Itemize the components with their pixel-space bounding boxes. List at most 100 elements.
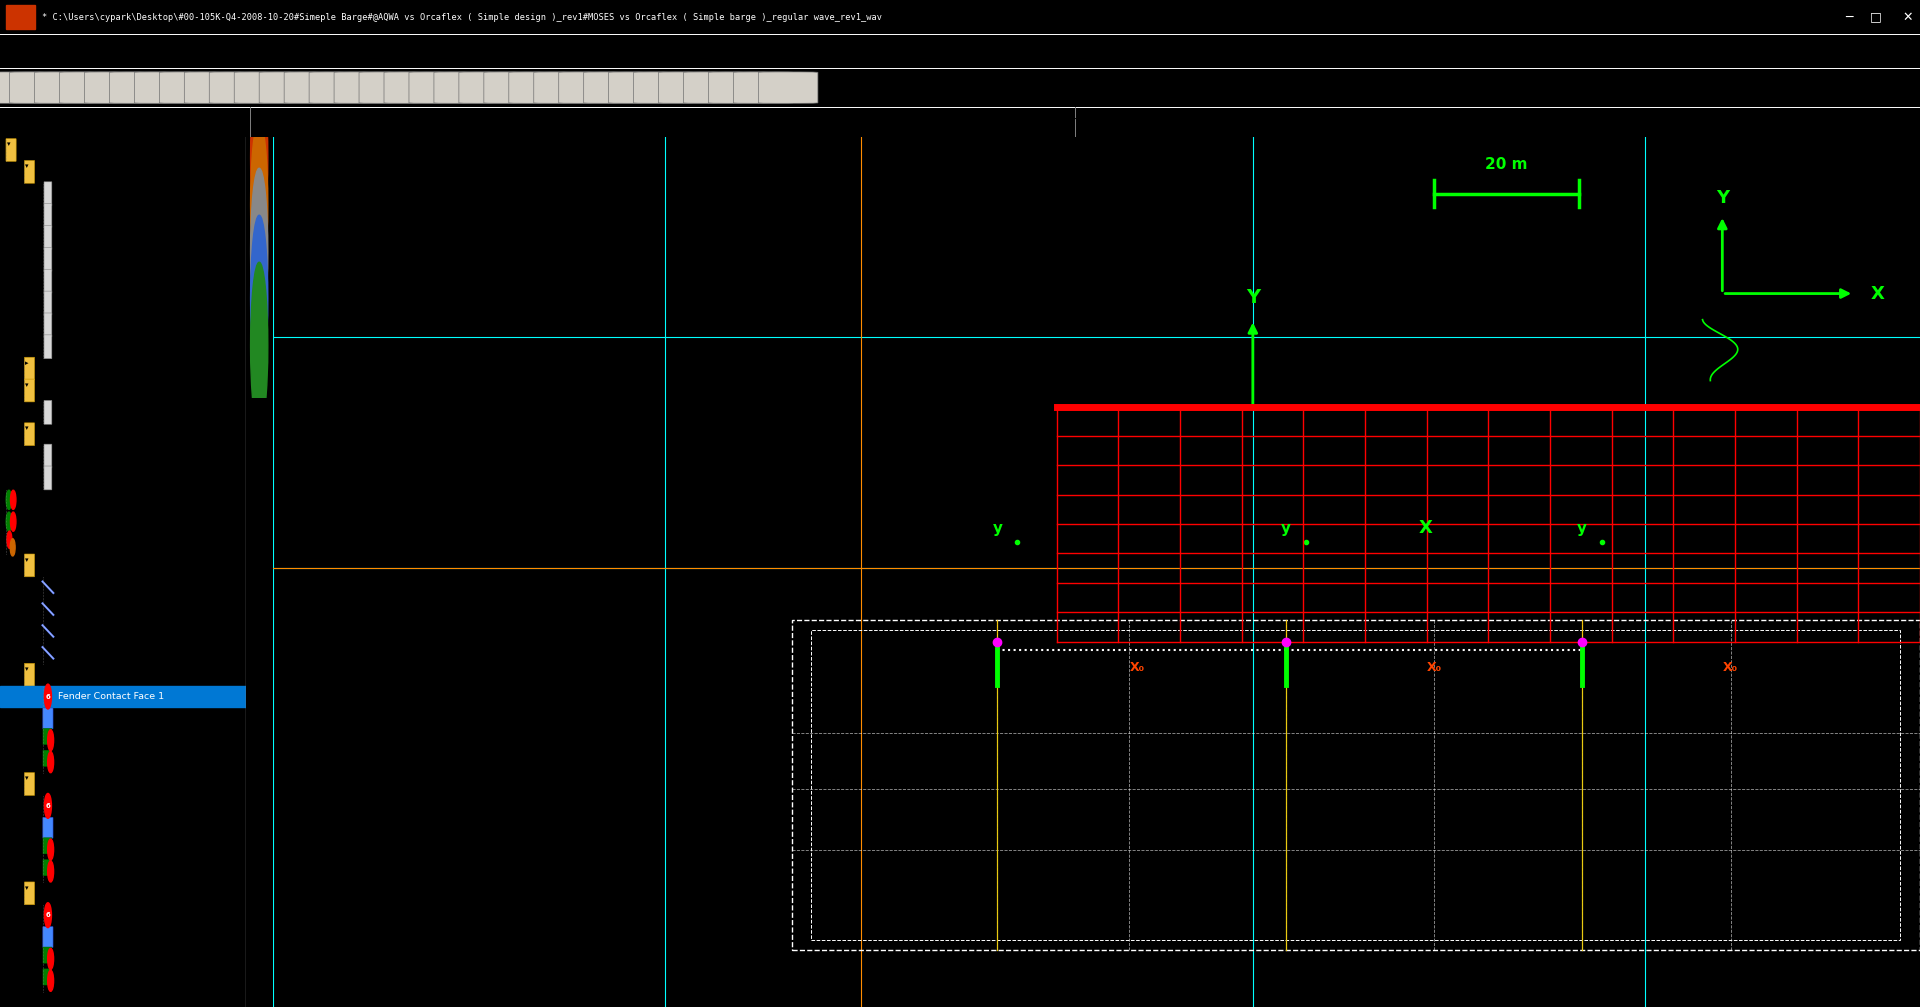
FancyBboxPatch shape bbox=[42, 860, 52, 876]
Text: ▾: ▾ bbox=[6, 141, 10, 147]
FancyBboxPatch shape bbox=[44, 291, 52, 315]
FancyBboxPatch shape bbox=[634, 71, 693, 104]
FancyBboxPatch shape bbox=[25, 882, 35, 904]
Text: Fender Contact Face 1: Fender Contact Face 1 bbox=[58, 692, 163, 701]
Text: Y: Y bbox=[1246, 288, 1260, 306]
Text: X₀: X₀ bbox=[1131, 662, 1144, 674]
FancyBboxPatch shape bbox=[134, 71, 194, 104]
Text: X: X bbox=[1419, 520, 1432, 538]
Text: Vessel Type_Orgin: Vessel Type_Orgin bbox=[58, 408, 144, 417]
Text: Line2: Line2 bbox=[58, 604, 83, 613]
Circle shape bbox=[48, 861, 54, 882]
Text: Help: Help bbox=[1018, 45, 1044, 57]
Text: Window: Window bbox=[925, 45, 972, 57]
FancyBboxPatch shape bbox=[184, 71, 244, 104]
Text: ✕: ✕ bbox=[1903, 11, 1912, 23]
FancyBboxPatch shape bbox=[44, 248, 52, 271]
Text: X₀: X₀ bbox=[1427, 662, 1442, 674]
FancyBboxPatch shape bbox=[0, 71, 44, 104]
Text: Fender2: Fender2 bbox=[38, 779, 79, 788]
Circle shape bbox=[10, 490, 15, 510]
Circle shape bbox=[44, 902, 52, 927]
Circle shape bbox=[10, 539, 15, 556]
FancyBboxPatch shape bbox=[84, 71, 144, 104]
FancyBboxPatch shape bbox=[42, 838, 52, 854]
Text: Fender1: Fender1 bbox=[38, 671, 79, 679]
FancyBboxPatch shape bbox=[758, 71, 818, 104]
Text: 6: 6 bbox=[46, 912, 50, 918]
FancyBboxPatch shape bbox=[733, 71, 793, 104]
Text: VIVA Data: VIVA Data bbox=[58, 298, 106, 307]
Circle shape bbox=[252, 215, 267, 383]
Circle shape bbox=[252, 75, 267, 242]
Text: Fender Constraint 2: Fender Constraint 2 bbox=[58, 824, 152, 832]
Circle shape bbox=[252, 168, 267, 335]
Bar bbox=[791, 620, 1920, 951]
FancyBboxPatch shape bbox=[384, 71, 444, 104]
FancyBboxPatch shape bbox=[559, 71, 618, 104]
FancyBboxPatch shape bbox=[484, 71, 543, 104]
FancyBboxPatch shape bbox=[259, 71, 319, 104]
Text: Line Type2: Line Type2 bbox=[58, 473, 108, 482]
Text: Variable Data: Variable Data bbox=[38, 365, 104, 374]
Text: 20 m: 20 m bbox=[1486, 157, 1528, 172]
FancyBboxPatch shape bbox=[44, 182, 52, 205]
FancyBboxPatch shape bbox=[25, 554, 35, 577]
FancyBboxPatch shape bbox=[609, 71, 668, 104]
FancyBboxPatch shape bbox=[234, 71, 294, 104]
Text: Line Types: Line Types bbox=[38, 430, 88, 439]
Text: Code Checks: Code Checks bbox=[58, 255, 119, 264]
FancyBboxPatch shape bbox=[42, 947, 52, 963]
Text: Replay: Replay bbox=[438, 45, 478, 57]
Text: Graph: Graph bbox=[530, 45, 566, 57]
Text: All Objects Data: All Objects Data bbox=[58, 342, 134, 351]
Text: ▾: ▾ bbox=[25, 666, 29, 672]
Text: Line Contact Data: Line Contact Data bbox=[58, 320, 144, 329]
FancyBboxPatch shape bbox=[60, 71, 119, 104]
Text: Calculation: Calculation bbox=[213, 45, 278, 57]
Bar bbox=[812, 630, 1901, 940]
Text: * C:\Users\cypark\Desktop\#00-105K-Q4-2008-10-20#Simeple Barge#@AQWA vs Orcaflex: * C:\Users\cypark\Desktop\#00-105K-Q4-20… bbox=[42, 13, 883, 21]
Text: Vessel_Orgin: Vessel_Orgin bbox=[21, 539, 83, 548]
Text: ▾: ▾ bbox=[0, 145, 4, 154]
Text: ▾: ▾ bbox=[17, 561, 21, 570]
Text: Environment: Environment bbox=[58, 211, 119, 221]
Text: 6: 6 bbox=[46, 803, 50, 809]
Text: Fender Constraint 1: Fender Constraint 1 bbox=[58, 714, 152, 723]
Text: quay (drawing): quay (drawing) bbox=[21, 518, 94, 527]
Text: ▾: ▾ bbox=[25, 163, 29, 169]
FancyBboxPatch shape bbox=[35, 71, 94, 104]
Text: Model: Model bbox=[134, 45, 169, 57]
Text: Line4: Line4 bbox=[58, 649, 83, 658]
FancyBboxPatch shape bbox=[334, 71, 394, 104]
FancyBboxPatch shape bbox=[25, 423, 35, 446]
Text: X₀: X₀ bbox=[1722, 662, 1738, 674]
Circle shape bbox=[6, 490, 12, 510]
Text: ▾: ▾ bbox=[25, 557, 29, 563]
FancyBboxPatch shape bbox=[534, 71, 593, 104]
FancyBboxPatch shape bbox=[44, 401, 52, 424]
Text: General: General bbox=[58, 189, 96, 198]
FancyBboxPatch shape bbox=[684, 71, 743, 104]
Text: Cell Fender 3 (drawing)1: Cell Fender 3 (drawing)1 bbox=[58, 977, 175, 985]
Text: ▾: ▾ bbox=[17, 889, 21, 898]
Text: Dynamics Complete: Dynamics Complete bbox=[1037, 116, 1156, 128]
FancyBboxPatch shape bbox=[42, 818, 54, 838]
FancyBboxPatch shape bbox=[309, 71, 369, 104]
Text: □: □ bbox=[1870, 11, 1882, 23]
FancyBboxPatch shape bbox=[42, 728, 52, 744]
Circle shape bbox=[6, 513, 12, 532]
Text: y: y bbox=[993, 521, 1002, 536]
FancyBboxPatch shape bbox=[25, 357, 35, 380]
Circle shape bbox=[252, 121, 267, 288]
Text: ▾: ▾ bbox=[17, 167, 21, 176]
FancyBboxPatch shape bbox=[434, 71, 493, 104]
Text: ▾: ▾ bbox=[25, 382, 29, 388]
Text: Cell Fender 2 (drawing): Cell Fender 2 (drawing) bbox=[58, 845, 169, 854]
Circle shape bbox=[252, 262, 267, 429]
Text: vessel contact: vessel contact bbox=[21, 495, 90, 505]
Text: Cell Fender 3 (drawing): Cell Fender 3 (drawing) bbox=[58, 955, 169, 964]
Text: Edit: Edit bbox=[69, 45, 92, 57]
FancyBboxPatch shape bbox=[25, 664, 35, 686]
Circle shape bbox=[10, 513, 15, 532]
